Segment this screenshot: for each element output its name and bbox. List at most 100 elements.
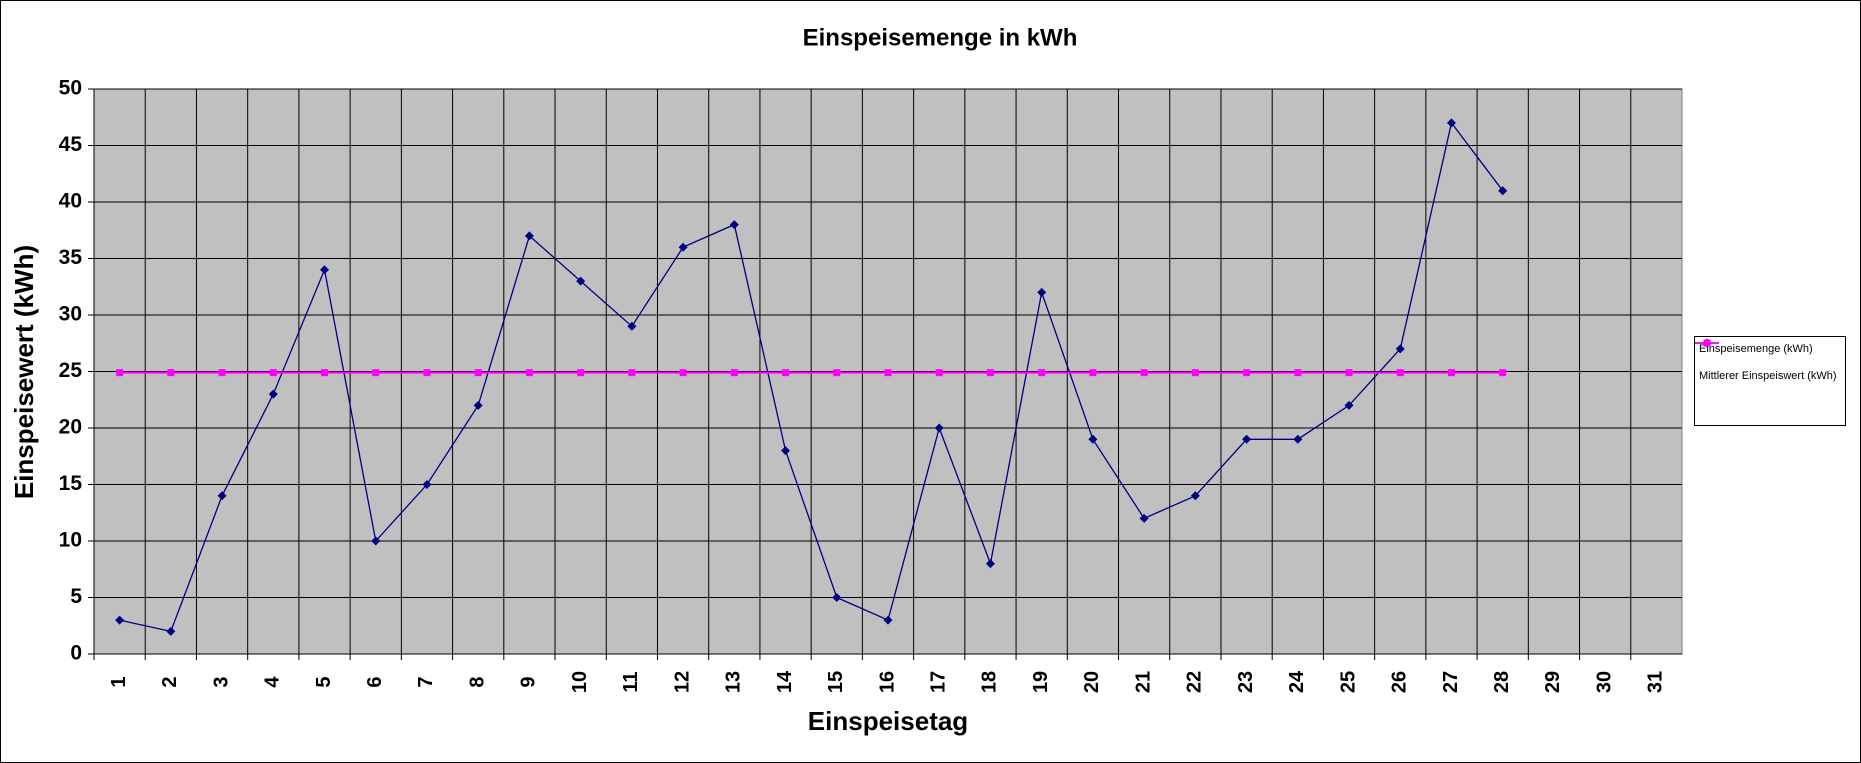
point [524, 231, 534, 241]
x-tick-label: 23 [1235, 671, 1257, 693]
y-tick-label: 0 [70, 642, 82, 665]
point [1293, 434, 1303, 444]
y-tick-label: 50 [59, 77, 82, 100]
y-tick-label: 40 [59, 190, 82, 213]
x-tick-label: 25 [1337, 671, 1359, 693]
point [1139, 513, 1149, 523]
point [269, 369, 277, 377]
x-tick-label: 5 [313, 676, 335, 687]
point [423, 369, 431, 377]
series-line [119, 121, 1504, 633]
point [268, 389, 278, 399]
x-tick-label: 20 [1081, 671, 1103, 693]
x-tick-label: 1 [108, 676, 130, 687]
point [372, 369, 380, 377]
point [474, 369, 482, 377]
x-tick-label: 11 [620, 671, 642, 692]
point [1446, 118, 1456, 128]
point [576, 276, 586, 286]
x-tick-label: 27 [1440, 671, 1462, 693]
x-tick-label: 26 [1389, 671, 1411, 693]
x-tick-label: 16 [876, 671, 898, 693]
y-tick-label: 25 [59, 359, 83, 382]
y-tick-label: 35 [59, 246, 83, 269]
point [935, 369, 943, 377]
point [217, 491, 227, 501]
point [115, 615, 125, 625]
x-tick-label: 2 [159, 676, 181, 687]
point [1344, 400, 1354, 410]
point [729, 220, 739, 230]
point [679, 369, 687, 377]
point [320, 265, 330, 275]
point [1191, 369, 1199, 377]
legend-entry: Einspeisemenge (kWh) [1695, 338, 1841, 356]
legend-key [1695, 339, 1719, 347]
x-tick-label: 21 [1132, 671, 1154, 693]
x-tick-label: 8 [466, 676, 488, 687]
x-tick-label: 28 [1491, 671, 1513, 693]
x-tick-label: 7 [415, 676, 437, 687]
y-tick-label: 45 [59, 133, 83, 156]
point [166, 626, 176, 636]
y-tick-label: 30 [59, 303, 82, 326]
point [525, 369, 533, 377]
point [473, 400, 483, 410]
point [321, 369, 329, 377]
point [832, 593, 842, 602]
x-tick-label: 17 [928, 671, 950, 693]
legend-label: Mittlerer Einspeiswert (kWh) [1699, 370, 1837, 382]
x-axis-title: Einspeisetag [808, 706, 968, 736]
point [218, 369, 226, 377]
point [1345, 369, 1353, 377]
point [1038, 369, 1046, 377]
point [1088, 434, 1098, 444]
point [883, 615, 893, 625]
x-tick-label: 3 [210, 676, 232, 687]
chart-title: Einspeisemenge in kWh [803, 24, 1078, 51]
x-tick-label: 4 [262, 676, 284, 688]
y-tick-label: 10 [59, 529, 82, 552]
x-tick-label: 13 [723, 671, 745, 693]
point [167, 369, 175, 377]
legend-entry: Mittlerer Einspeiswert (kWh) [1695, 339, 1841, 383]
point [985, 559, 995, 569]
point [884, 369, 892, 377]
point [730, 369, 738, 377]
x-tick-label: 29 [1542, 671, 1564, 693]
x-tick-label: 6 [364, 676, 386, 687]
point [1089, 369, 1097, 377]
x-tick-label: 19 [1030, 671, 1052, 693]
point [116, 369, 124, 377]
x-tick-label: 31 [1645, 671, 1667, 693]
point [577, 369, 585, 377]
point [371, 536, 381, 546]
x-tick-label: 15 [825, 671, 847, 693]
x-tick-label: 18 [979, 671, 1001, 693]
y-tick-label: 20 [59, 416, 82, 439]
y-tick-label: 15 [59, 472, 83, 495]
point [1396, 369, 1404, 377]
point [1498, 186, 1508, 196]
point [934, 423, 944, 433]
x-tick-label: 22 [1184, 671, 1206, 693]
y-axis-title: Einspeisewert (kWh) [9, 245, 39, 499]
point [833, 369, 841, 377]
point [1499, 369, 1507, 377]
legend-label: Einspeisemenge (kWh) [1699, 343, 1813, 355]
x-tick-label: 9 [518, 676, 540, 687]
point [1037, 287, 1047, 297]
point [986, 369, 994, 377]
point [782, 369, 790, 377]
x-tick-label: 30 [1593, 671, 1615, 693]
y-tick-label: 5 [70, 585, 82, 608]
legend: Einspeisemenge (kWh) Mittlerer Einspeiswe… [1694, 336, 1846, 426]
x-tick-label: 10 [569, 671, 591, 693]
point [781, 446, 791, 456]
point [1447, 369, 1455, 377]
point [1242, 434, 1252, 444]
x-tick-label: 14 [774, 670, 796, 693]
x-tick-label: 24 [1286, 670, 1308, 693]
point [422, 480, 432, 489]
